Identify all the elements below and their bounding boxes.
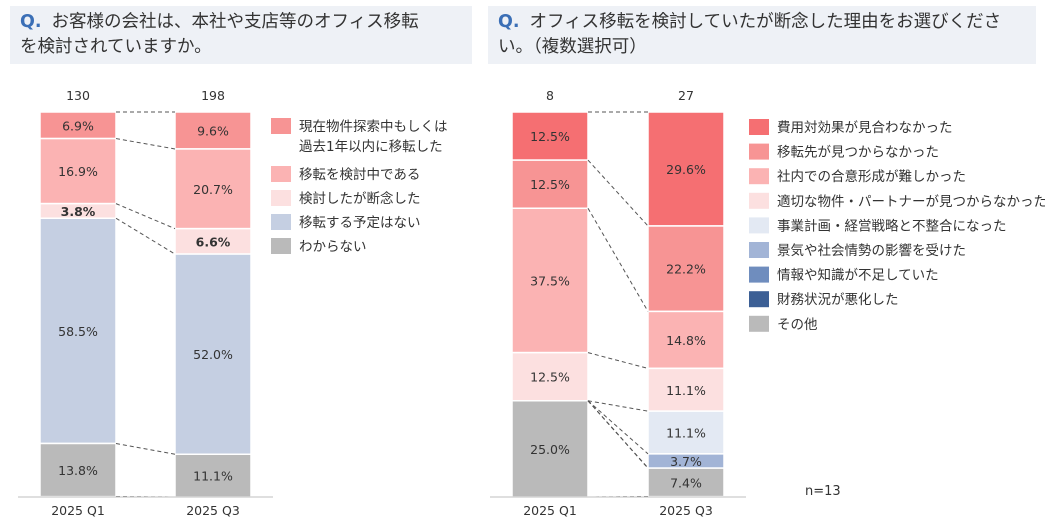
- right-legend-label-9: その他: [777, 317, 818, 333]
- right-data-label-1-4: 12.5%: [530, 370, 570, 385]
- left-legend-label-2: 移転を検討中である: [299, 167, 420, 183]
- right-bar-1-seg-9: [511, 400, 589, 498]
- right-bar-2-seg-3: [647, 310, 725, 370]
- left-legend-label-1-2: 過去1年以内に移転した: [299, 139, 443, 155]
- left-legend-label-4: 移転する予定はない: [299, 215, 421, 231]
- right-legend-swatch-4: [749, 192, 769, 209]
- left-category-1: 2025 Q1: [51, 503, 105, 518]
- left-bar-2-seg-3: [174, 227, 252, 255]
- right-bar-2-seg-2: [647, 225, 725, 313]
- left-bar-1-seg-4: [39, 217, 117, 445]
- left-data-label-1-4: 58.5%: [58, 324, 98, 339]
- left-connector-1: [115, 138, 176, 150]
- left-data-label-2-2: 20.7%: [193, 182, 233, 197]
- right-data-label-2-5: 11.1%: [666, 426, 706, 441]
- left-data-label-2-3: 6.6%: [196, 234, 231, 249]
- right-data-label-2-2: 22.2%: [666, 262, 706, 277]
- left-legend-swatch-3: [271, 190, 291, 206]
- left-legend-swatch-4: [271, 214, 291, 230]
- left-data-label-1-2: 16.9%: [58, 164, 98, 179]
- right-legend-swatch-2: [749, 143, 769, 160]
- left-legend-label-5: わからない: [299, 239, 367, 255]
- right-connector-2: [587, 207, 649, 312]
- left-bar-2-seg-4: [174, 253, 252, 456]
- right-sample-note: n=13: [805, 484, 841, 499]
- right-total-1: 8: [546, 88, 554, 103]
- right-connector-5: [587, 400, 649, 455]
- right-bar-2-seg-9: [647, 467, 725, 498]
- left-bar-2-seg-1: [174, 111, 252, 150]
- right-legend-label-1: 費用対効果が見合わなかった: [777, 120, 953, 136]
- left-data-label-2-1: 9.6%: [197, 123, 229, 138]
- left-legend-swatch-5: [271, 238, 291, 254]
- left-data-label-1-1: 6.9%: [62, 118, 94, 133]
- left-data-label-2-4: 52.0%: [193, 347, 233, 362]
- right-bar-1-seg-4: [511, 351, 589, 402]
- right-legend-label-7: 情報や知識が不足していた: [777, 267, 939, 284]
- right-bar-1-seg-2: [511, 159, 589, 209]
- right-legend-swatch-1: [749, 119, 769, 135]
- right-data-label-1-9: 25.0%: [530, 442, 570, 457]
- left-bar-2-seg-5: [174, 453, 252, 498]
- left-question-line2: を検討されていますか。: [20, 37, 212, 57]
- right-data-label-1-3: 37.5%: [530, 273, 570, 288]
- right-question-text1: オフィス移転を検討していたが断念した理由をお選びくださ: [529, 12, 1002, 32]
- right-bar-2-seg-5: [647, 410, 725, 455]
- left-total-1: 130: [66, 88, 90, 103]
- right-data-label-1-2: 12.5%: [530, 177, 570, 192]
- right-legend-label-6: 景気や社会情勢の影響を受けた: [777, 242, 966, 259]
- right-connector-8: [587, 400, 649, 469]
- left-question-line1: Q. お客様の会社は、本社や支店等のオフィス移転: [20, 10, 462, 35]
- right-legend-label-2: 移転先が見つからなかった: [777, 145, 939, 161]
- left-data-label-1-5: 13.8%: [58, 463, 98, 478]
- right-q-mark: Q.: [498, 12, 520, 32]
- right-bar-1-seg-3: [511, 207, 589, 354]
- left-legend-swatch-2: [271, 166, 291, 182]
- left-legend-label-1-1: 現在物件探索中もしくは: [299, 119, 448, 135]
- right-legend-swatch-5: [749, 217, 769, 234]
- right-legend-label-3: 社内での合意形成が難しかった: [777, 168, 966, 185]
- right-legend-label-5: 事業計画・経営戦略と不整合になった: [777, 218, 1007, 234]
- left-data-label-1-3: 3.8%: [61, 204, 96, 219]
- right-legend-label-8: 財務状況が悪化した: [777, 292, 899, 308]
- right-data-label-2-4: 11.1%: [666, 383, 706, 398]
- right-legend-swatch-6: [749, 242, 769, 258]
- right-connector-1: [587, 159, 649, 227]
- left-connector-2: [115, 203, 176, 230]
- right-total-2: 27: [678, 88, 694, 103]
- left-category-2: 2025 Q3: [186, 503, 240, 518]
- right-legend-swatch-3: [749, 168, 769, 185]
- right-legend-swatch-7: [749, 266, 769, 283]
- right-data-label-2-1: 29.6%: [666, 162, 706, 177]
- right-data-label-2-6: 3.7%: [670, 454, 702, 469]
- left-total-2: 198: [201, 88, 225, 103]
- right-bar-2-seg-4: [647, 367, 725, 412]
- left-q-mark: Q.: [20, 12, 42, 32]
- right-bar-1-seg-1: [511, 111, 589, 161]
- left-bar-1-seg-5: [39, 442, 117, 498]
- left-data-label-2-5: 11.1%: [193, 469, 233, 484]
- right-data-label-2-3: 14.8%: [666, 333, 706, 348]
- left-question-box: Q. お客様の会社は、本社や支店等のオフィス移転 を検討されていますか。: [10, 6, 472, 64]
- left-legend-label-3: 検討したが断念した: [299, 190, 421, 207]
- left-connector-3: [115, 217, 176, 255]
- right-connector-3: [587, 352, 649, 369]
- right-legend-swatch-8: [749, 291, 769, 308]
- right-legend-swatch-9: [749, 315, 769, 332]
- right-category-2: 2025 Q3: [659, 503, 713, 518]
- left-connector-4: [115, 442, 176, 455]
- left-question-text1: お客様の会社は、本社や支店等のオフィス移転: [51, 12, 419, 32]
- right-data-label-1-1: 12.5%: [530, 129, 570, 144]
- right-question-line2: い。（複数選択可）: [498, 37, 647, 57]
- right-question-line1: Q. オフィス移転を検討していたが断念した理由をお選びくださ: [498, 10, 1026, 35]
- right-category-1: 2025 Q1: [523, 503, 577, 518]
- right-connector-4: [587, 400, 649, 412]
- right-bar-2-seg-1: [647, 111, 725, 227]
- left-legend-swatch-1: [271, 118, 291, 134]
- right-legend-label-4: 適切な物件・パートナーが見つからなかった: [777, 193, 1045, 210]
- right-question-box: Q. オフィス移転を検討していたが断念した理由をお選びくださ い。（複数選択可）: [488, 6, 1036, 64]
- right-data-label-2-9: 7.4%: [670, 475, 702, 490]
